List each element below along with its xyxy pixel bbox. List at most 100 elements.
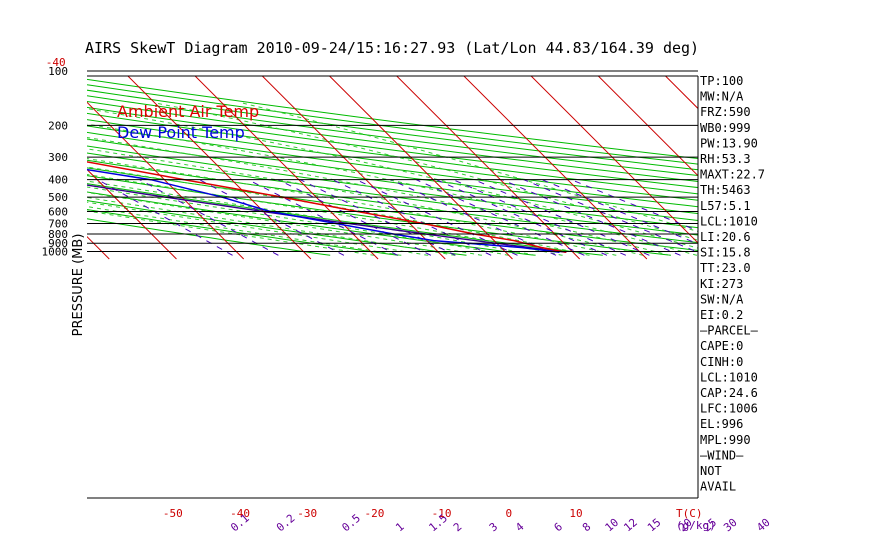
index-item: MAXT:22.7 xyxy=(700,168,765,182)
mixing-ratio-tick-label: 12 xyxy=(621,516,640,534)
dry-adiabat xyxy=(87,152,698,236)
index-item: TT:23.0 xyxy=(700,261,751,275)
pressure-tick-label: 400 xyxy=(48,174,68,187)
bottom-temp-tick-label: 10 xyxy=(569,507,582,520)
mixing-ratio-tick-label: 0.5 xyxy=(339,512,363,535)
dry-adiabat xyxy=(87,183,603,256)
index-item: FRZ:590 xyxy=(700,105,751,119)
isotherm xyxy=(395,76,581,260)
plot-frame xyxy=(87,70,699,499)
mixing-ratio-tick-label: 15 xyxy=(645,516,664,534)
dry-adiabat xyxy=(87,89,698,171)
dry-adiabat xyxy=(87,145,698,229)
index-item: –WIND– xyxy=(700,448,744,462)
bottom-temp-tick-label: 0 xyxy=(506,507,513,520)
pressure-tick-label: 800 xyxy=(48,228,68,241)
mixing-ratio-line xyxy=(436,179,608,256)
isotherm xyxy=(530,76,698,244)
bottom-temp-tick-label: -50 xyxy=(163,507,183,520)
isotherm xyxy=(87,101,245,260)
mixing-ratio-line xyxy=(277,179,432,256)
mixing-ratio-line xyxy=(199,179,345,256)
index-item: CAP:24.6 xyxy=(700,386,758,400)
pressure-tick-label: 1000 xyxy=(42,246,69,259)
dry-adiabat xyxy=(87,131,698,215)
dry-adiabat xyxy=(87,209,399,256)
bottom-temp-tick-label: -20 xyxy=(364,507,384,520)
mixing-ratio-tick-label: 4 xyxy=(513,520,527,534)
mixing-ratio-tick-label: 2 xyxy=(451,520,464,534)
mixing-ratio-line xyxy=(541,179,698,245)
index-item: MW:N/A xyxy=(700,90,744,104)
index-item: WB0:999 xyxy=(700,121,751,135)
index-item: NOT xyxy=(700,464,722,478)
mixing-ratio-tick-label: 40 xyxy=(754,516,773,534)
dry-adiabat xyxy=(87,78,698,160)
axis-labels: 1002003004005006007008009001000-120-110-… xyxy=(42,56,773,535)
dry-adiabat xyxy=(87,84,698,165)
temp-unit-label: T(C) xyxy=(676,507,703,520)
bottom-temp-tick-label: -40 xyxy=(230,507,250,520)
dry-adiabat xyxy=(87,125,698,208)
index-item: TP:100 xyxy=(700,74,743,88)
index-item: CAPE:0 xyxy=(700,339,743,353)
isotherm xyxy=(597,76,698,177)
index-item: –PARCEL– xyxy=(700,324,759,338)
legend-ambient: Ambient Air Temp xyxy=(117,102,259,121)
mixing-ratio-tick-label: 1 xyxy=(393,520,406,534)
isotherm xyxy=(664,76,698,110)
bottom-temp-tick-label: -10 xyxy=(432,507,452,520)
index-item: AVAIL xyxy=(700,480,736,494)
mixing-ratio-tick-label: 6 xyxy=(552,520,565,534)
isotherm xyxy=(127,76,312,260)
bottom-temp-tick-label: -30 xyxy=(297,507,317,520)
index-item: LCL:1010 xyxy=(700,370,758,384)
pressure-tick-label: 200 xyxy=(48,119,68,132)
mixing-ratio-line xyxy=(474,179,650,256)
dry-adiabat xyxy=(87,112,698,195)
mixing-ratio-tick-label: 30 xyxy=(721,516,740,534)
index-item: KI:273 xyxy=(700,277,743,291)
index-item: EI:0.2 xyxy=(700,308,743,322)
index-item: TH:5463 xyxy=(700,183,751,197)
mixing-ratio-line xyxy=(300,179,456,256)
mixing-ratio-unit-label: (g/kg) xyxy=(676,519,716,532)
pressure-tick-label: 300 xyxy=(48,151,68,164)
pressure-tick-label: 100 xyxy=(48,65,68,78)
parcel-path xyxy=(87,184,567,253)
index-item: SW:N/A xyxy=(700,292,744,306)
index-item: CINH:0 xyxy=(700,355,743,369)
isotherm xyxy=(463,76,648,260)
mixing-ratio-line xyxy=(453,179,627,256)
dry-adiabat xyxy=(87,138,698,222)
pressure-tick-label: 900 xyxy=(48,237,68,250)
isotherm xyxy=(328,76,513,260)
dry-adiabat xyxy=(87,95,698,177)
index-item: MPL:990 xyxy=(700,433,751,447)
isotherm xyxy=(87,168,177,260)
isotherm xyxy=(261,76,446,260)
series-ambient-temp xyxy=(87,161,567,254)
pressure-tick-label: 700 xyxy=(48,218,68,231)
index-item: LFC:1006 xyxy=(700,402,758,416)
index-item: PW:13.90 xyxy=(700,136,758,150)
mixing-ratio-tick-label: 10 xyxy=(603,516,622,534)
y-axis-label: PRESSURE (MB) xyxy=(71,234,86,337)
dry-adiabat xyxy=(87,106,698,189)
index-item: EL:996 xyxy=(700,417,743,431)
index-item: LI:20.6 xyxy=(700,230,751,244)
pressure-tick-label: 500 xyxy=(48,191,68,204)
mixing-ratio-tick-label: 0.2 xyxy=(274,512,298,535)
index-item: SI:15.8 xyxy=(700,246,751,260)
isotherm xyxy=(0,63,42,259)
mixing-ratio-line xyxy=(501,179,681,256)
mixing-ratio-line xyxy=(97,179,233,256)
index-item: L57:5.1 xyxy=(700,199,751,213)
mixing-ratio-line xyxy=(571,179,698,232)
index-item: RH:53.3 xyxy=(700,152,751,166)
series-dewpoint-temp xyxy=(87,168,560,254)
isotherm xyxy=(194,76,379,260)
index-item: LCL:1010 xyxy=(700,214,758,228)
mixing-ratio-tick-label: 3 xyxy=(487,520,500,534)
